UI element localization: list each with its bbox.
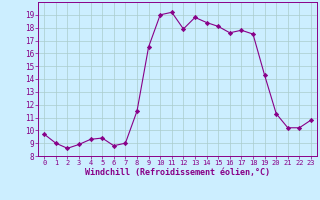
X-axis label: Windchill (Refroidissement éolien,°C): Windchill (Refroidissement éolien,°C)	[85, 168, 270, 177]
